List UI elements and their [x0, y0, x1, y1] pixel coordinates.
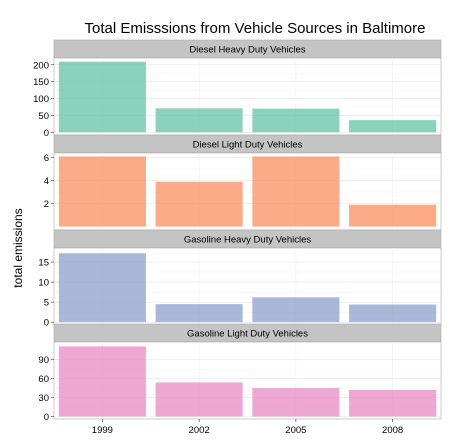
- bar-2002: [155, 304, 243, 323]
- bar-2008: [349, 304, 437, 323]
- y-tick-label: 10: [38, 278, 49, 289]
- bar-2002: [155, 181, 243, 227]
- y-tick-label: 0: [44, 412, 49, 423]
- y-tick-label: 2: [44, 199, 49, 210]
- y-tick-label: 0: [44, 318, 49, 329]
- panel-1: Diesel Heavy Duty Vehicles 0 50 100 150 200: [33, 39, 442, 139]
- y-tick-label: 4: [44, 176, 49, 187]
- y-axis-label: total emissions: [11, 208, 25, 287]
- x-tick-label: 1999: [92, 425, 113, 436]
- facet-strip-label: Diesel Heavy Duty Vehicles: [189, 45, 305, 56]
- x-tick-label: 2002: [189, 425, 210, 436]
- y-tick-label: 150: [33, 77, 49, 88]
- bar-1999: [58, 156, 146, 227]
- x-tick-label: 2008: [382, 425, 403, 436]
- y-tick-label: 200: [33, 60, 49, 71]
- bar-2008: [349, 204, 437, 227]
- x-tick-label: 2005: [285, 425, 306, 436]
- bar-1999: [58, 253, 146, 323]
- facet-strip-label: Gasoline Light Duty Vehicles: [187, 329, 308, 340]
- bar-2005: [252, 156, 340, 227]
- y-tick-label: 50: [38, 111, 49, 122]
- bar-2002: [155, 108, 243, 133]
- chart-panels: Diesel Heavy Duty Vehicles050100150200Di…: [33, 39, 442, 436]
- chart-title: Total Emisssions from Vehicle Sources in…: [85, 20, 426, 37]
- facet-strip-label: Diesel Light Duty Vehicles: [193, 140, 303, 151]
- bar-2008: [349, 389, 437, 417]
- facet-strip-label: Gasoline Heavy Duty Vehicles: [184, 235, 312, 246]
- y-tick-label: 6: [44, 153, 49, 164]
- y-tick-label: 0: [44, 128, 49, 139]
- y-tick-label: 5: [44, 298, 49, 309]
- x-axis: 1999 2002 2005 2008: [92, 419, 403, 436]
- panel-3: Gasoline Heavy Duty Vehicles 0 5 10 15: [38, 229, 442, 329]
- bar-2002: [155, 382, 243, 417]
- bar-2005: [252, 108, 340, 133]
- bar-1999: [58, 346, 146, 417]
- bar-2005: [252, 297, 340, 323]
- y-tick-label: 90: [38, 355, 49, 366]
- panel-2: Diesel Light Duty Vehicles 2 4 6: [44, 134, 442, 231]
- y-tick-label: 100: [33, 94, 49, 105]
- y-tick-label: 60: [38, 374, 49, 385]
- bar-2008: [349, 120, 437, 133]
- bar-2005: [252, 388, 340, 417]
- y-tick-label: 15: [38, 258, 49, 269]
- panel-4: Gasoline Light Duty Vehicles 0 30 60 90: [38, 323, 442, 423]
- bar-1999: [58, 61, 146, 133]
- y-tick-label: 30: [38, 393, 49, 404]
